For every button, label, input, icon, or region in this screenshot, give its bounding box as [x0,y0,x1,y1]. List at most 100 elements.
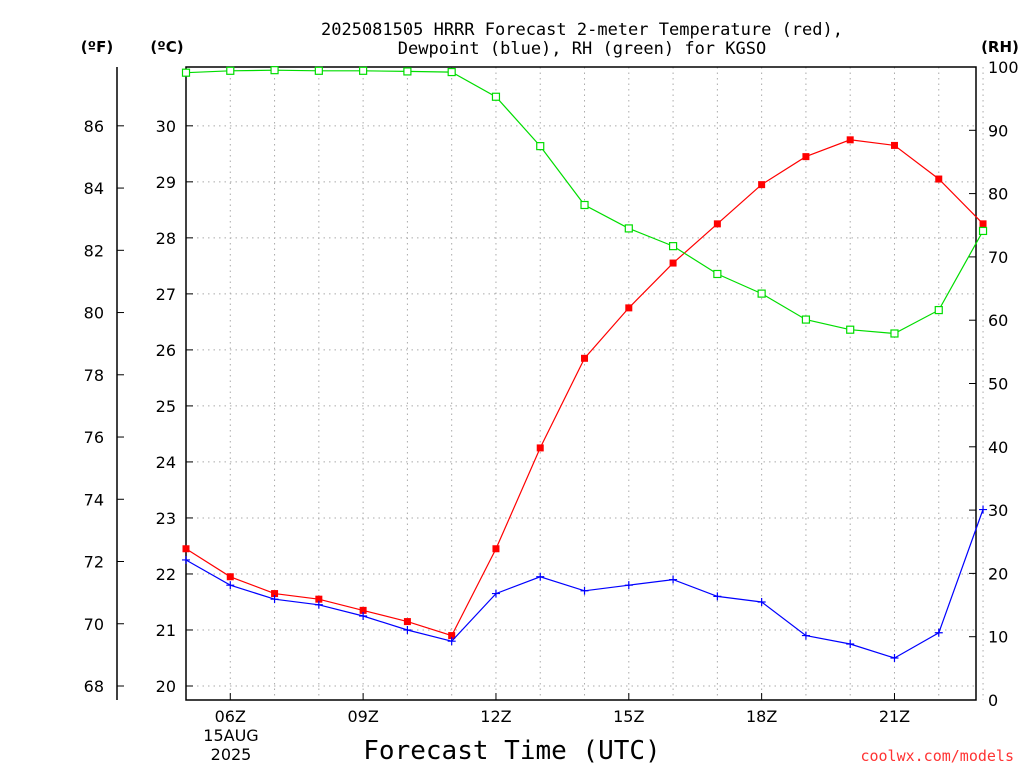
dewpoint-point [979,505,988,514]
rh-point [757,289,766,298]
fahrenheit-tick-label: 68 [84,677,104,696]
rh-point [226,66,235,75]
rh-point [668,242,678,251]
rh-point [403,67,412,76]
temperature-point [625,304,633,312]
dewpoint-point [491,589,500,598]
rh-point [359,66,368,75]
rh-point [447,67,456,77]
celsius-tick-label: 27 [156,285,176,304]
celsius-tick-label: 24 [156,453,176,472]
temperature-point [403,618,411,626]
x-tick-label: 21Z [879,707,910,726]
grid [186,67,984,700]
x-tick-label: 12Z [480,707,511,726]
rh-tick-label: 60 [988,311,1008,330]
celsius-tick-label: 28 [156,229,176,248]
date-label-day: 15AUG [203,726,258,745]
dewpoint-point [314,600,323,609]
fahrenheit-tick-label: 86 [84,117,104,136]
temperature-point [359,606,367,614]
series-line-temperature [185,139,984,637]
dewpoint-point [580,586,589,595]
fahrenheit-unit-label: (ºF) [81,38,113,56]
fahrenheit-tick-label: 76 [84,428,104,447]
dewpoint-point [713,592,722,601]
rh-tick-label: 40 [988,438,1008,457]
temperature-point [935,175,943,183]
dewpoint-point [846,639,855,648]
rh-tick-label: 30 [988,501,1008,520]
dewpoint-point [226,581,235,590]
dewpoint-point [359,611,368,620]
chart-subtitle: Dewpoint (blue), RH (green) for KGSO [398,39,766,59]
temperature-point [536,444,544,452]
x-axis-label: Forecast Time (UTC) [363,736,660,766]
rh-tick-label: 0 [988,691,998,710]
chart-title: 2025081505 HRRR Forecast 2-meter Tempera… [321,20,843,40]
rh-point [934,305,943,315]
temperature-point [271,590,279,598]
credit-text[interactable]: coolwx.com/models [860,747,1014,765]
rh-point [713,269,722,279]
rh-tick-label: 90 [988,121,1008,140]
fahrenheit-tick-label: 78 [84,366,104,385]
dewpoint-point [182,555,190,564]
rh-tick-label: 20 [988,564,1008,583]
rh-tick-label: 70 [988,248,1008,267]
rh-tick-label: 50 [988,375,1008,394]
temperature-point [182,545,190,553]
date-label-year: 2025 [211,745,252,764]
rh-point [978,226,988,236]
temperature-point [890,141,898,149]
fahrenheit-tick-label: 80 [84,304,104,323]
celsius-unit-label: (ºC) [150,38,183,56]
rh-point [846,325,855,334]
fahrenheit-tick-label: 70 [84,615,104,634]
dewpoint-point [270,595,279,604]
rh-point [580,200,589,210]
temperature-point [315,595,323,603]
fahrenheit-tick-label: 82 [84,241,104,260]
celsius-tick-label: 25 [156,397,176,416]
celsius-tick-label: 20 [156,677,176,696]
rh-point [314,66,323,75]
series [181,66,988,662]
dewpoint-point [624,581,633,590]
celsius-tick-label: 26 [156,341,176,360]
temperature-point [846,136,854,144]
celsius-tick-label: 29 [156,173,176,192]
temperature-point [492,545,500,553]
series-line-dewpoint [185,509,984,659]
rh-tick-label: 100 [988,58,1019,77]
rh-unit-label: (RH) [981,38,1019,56]
temperature-point [226,573,234,581]
x-tick-label: 06Z [215,707,246,726]
dewpoint-point [403,625,412,634]
dewpoint-point [757,597,766,606]
dewpoint-point [447,637,456,646]
rh-point [624,224,633,233]
rh-tick-label: 80 [988,185,1008,204]
temperature-point [979,220,987,228]
fahrenheit-tick-label: 72 [84,553,104,572]
temperature-point [758,181,766,189]
dewpoint-point [934,628,943,637]
dewpoint-point [890,653,899,662]
celsius-tick-label: 30 [156,117,176,136]
rh-point [890,329,899,338]
fahrenheit-tick-label: 74 [84,490,104,509]
temperature-point [448,632,456,640]
dewpoint-point [801,631,810,640]
temperature-point [581,354,589,362]
rh-point [181,68,191,77]
axes: 68 70 72 74 76 78 80 82 84 86 20 21 22 23 24 25 26 27 28 29… [84,58,1019,726]
celsius-tick-label: 22 [156,565,176,584]
temperature-point [713,220,721,228]
rh-tick-label: 10 [988,628,1008,647]
fahrenheit-tick-label: 84 [84,179,104,198]
rh-point [270,66,279,75]
rh-point [491,92,501,101]
celsius-tick-label: 23 [156,509,176,528]
